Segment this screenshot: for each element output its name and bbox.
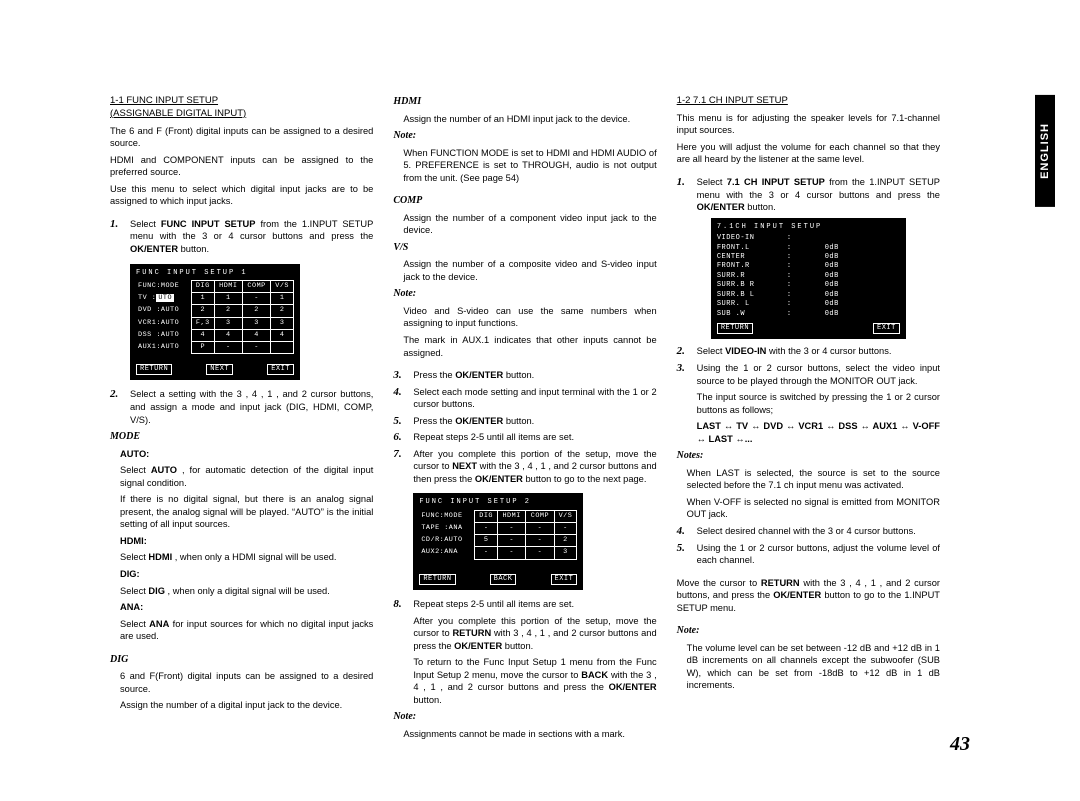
- c3-notes-h: Notes:: [677, 449, 940, 463]
- panel-func-input-setup-2: FUNC INPUT SETUP 2 FUNC:MODE DIGHDMICOMP…: [413, 493, 583, 590]
- column-1: 1-1 FUNC INPUT SETUP (ASSIGNABLE DIGITAL…: [110, 95, 373, 744]
- dig-section: DIG: [110, 653, 373, 667]
- c1-intro1: The 6 and F (Front) digital inputs can b…: [110, 125, 373, 150]
- title-1-1-l1: 1-1 FUNC INPUT SETUP: [110, 95, 218, 106]
- c2-vs-h: V/S: [393, 241, 656, 255]
- c3-step1: 1.Select 7.1 CH INPUT SETUP from the 1.I…: [677, 176, 940, 214]
- c1-intro2: HDMI and COMPONENT inputs can be assigne…: [110, 154, 373, 179]
- c1-step2: 2. Select a setting with the 3 , 4 , 1 ,…: [110, 388, 373, 426]
- ana-heading: ANA:: [110, 601, 373, 614]
- section-title-1-2: 1-2 7.1 CH INPUT SETUP: [677, 95, 940, 108]
- c3-step5: 5.Using the 1 or 2 cursor buttons, adjus…: [677, 542, 940, 567]
- hdmi-heading: HDMI:: [110, 535, 373, 548]
- c2-hdmi-h: HDMI: [393, 95, 656, 109]
- title-1-1-l2: (ASSIGNABLE DIGITAL INPUT): [110, 108, 246, 119]
- c3-step2: 2.Select VIDEO-IN with the 3 or 4 cursor…: [677, 345, 940, 358]
- panel-func-input-setup-1: FUNC INPUT SETUP 1 FUNC:MODE DIGHDMICOMP…: [130, 264, 300, 381]
- c2-step4: 4.Select each mode setting and input ter…: [393, 386, 656, 411]
- c2-step3: 3.Press the OK/ENTER button.: [393, 369, 656, 382]
- c2-step6: 6.Repeat steps 2-5 until all items are s…: [393, 431, 656, 444]
- dig-heading: DIG:: [110, 568, 373, 581]
- c3-step4: 4.Select desired channel with the 3 or 4…: [677, 525, 940, 538]
- c2-note2-h: Note:: [393, 287, 656, 301]
- column-3: 1-2 7.1 CH INPUT SETUP This menu is for …: [677, 95, 940, 744]
- panel-71ch-input-setup: 7.1CH INPUT SETUP VIDEO-IN:FRONT.L:0dBCE…: [711, 218, 906, 340]
- c2-step5: 5.Press the OK/ENTER button.: [393, 415, 656, 428]
- page-content: 1-1 FUNC INPUT SETUP (ASSIGNABLE DIGITAL…: [110, 95, 940, 744]
- c1-step1: 1. Select FUNC INPUT SETUP from the 1.IN…: [110, 218, 373, 256]
- c2-step8: 8.Repeat steps 2-5 until all items are s…: [393, 598, 656, 611]
- auto-heading: AUTO:: [110, 448, 373, 461]
- language-tab: ENGLISH: [1035, 95, 1055, 207]
- c3-step3: 3.Using the 1 or 2 cursor buttons, selec…: [677, 362, 940, 387]
- page-number: 43: [950, 733, 970, 756]
- source-chain: LAST ↔ TV ↔ DVD ↔ VCR1 ↔ DSS ↔ AUX1 ↔ V-…: [677, 420, 940, 445]
- column-2: HDMI Assign the number of an HDMI input …: [393, 95, 656, 744]
- c2-note3-h: Note:: [393, 710, 656, 724]
- c1-intro3: Use this menu to select which digital in…: [110, 183, 373, 208]
- c2-note1-h: Note:: [393, 129, 656, 143]
- section-title-1-1: 1-1 FUNC INPUT SETUP (ASSIGNABLE DIGITAL…: [110, 95, 373, 121]
- mode-heading: MODE: [110, 430, 373, 444]
- c3-note-h: Note:: [677, 624, 940, 638]
- c2-step7: 7.After you complete this portion of the…: [393, 448, 656, 486]
- c2-comp-h: COMP: [393, 194, 656, 208]
